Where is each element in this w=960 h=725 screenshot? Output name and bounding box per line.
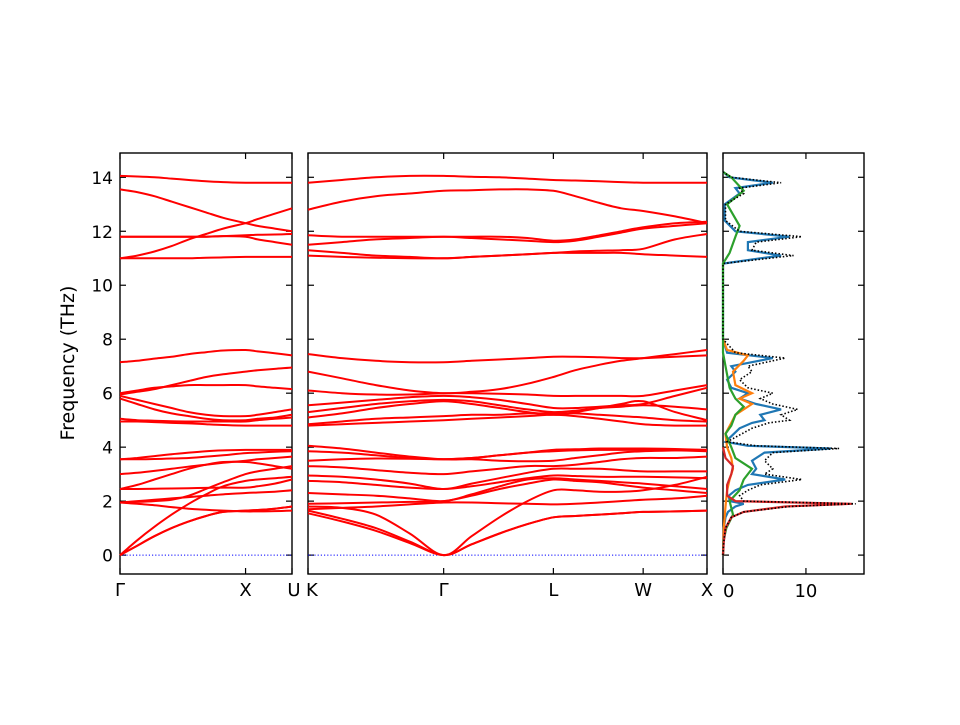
y-tick-label-8: 8 — [102, 331, 113, 351]
phonon-band-1-11 — [307, 444, 708, 463]
phonon-band-0-18 — [120, 255, 292, 260]
phonon-band-1-12 — [307, 413, 708, 427]
phonon-band-0-8 — [119, 455, 293, 476]
phonon-band-0-16 — [119, 366, 293, 396]
phonon-band-1-24 — [307, 188, 708, 225]
dos-x-tick-label-10: 10 — [794, 581, 817, 602]
panel-frame-2 — [722, 152, 865, 575]
phonon-band-0-6 — [120, 478, 293, 490]
phonon-band-0-9 — [119, 448, 292, 461]
x-tick-label-0-1: X — [239, 580, 251, 601]
phonon-band-1-14 — [307, 399, 708, 422]
y-tick-label-12: 12 — [91, 223, 113, 243]
y-tick-label-4: 4 — [102, 439, 113, 459]
phonon-band-1-21 — [307, 233, 708, 260]
phonon-band-1-5 — [307, 477, 708, 503]
phonon-band-0-3 — [119, 501, 293, 513]
phonon-band-1-18 — [307, 349, 708, 395]
phonon-band-0-0 — [119, 505, 293, 556]
band-structure-panel-left: 0 2 4 6 8 10 12 14 Γ X U — [91, 152, 301, 601]
phonon-band-0-5 — [119, 465, 293, 504]
phonon-band-1-8 — [307, 455, 708, 476]
y-tick-label-0: 0 — [102, 547, 113, 567]
dos-x-tick-label-0: 0 — [723, 581, 734, 602]
phonon-band-0-10 — [120, 450, 293, 461]
phonon-band-0-11 — [119, 420, 292, 427]
phonon-band-0-2 — [119, 475, 293, 556]
x-tick-label-1-3: W — [634, 580, 652, 601]
phonon-band-0-13 — [119, 397, 293, 422]
x-tick-label-1-1: Γ — [439, 580, 449, 601]
x-tick-label-1-2: L — [548, 580, 558, 601]
phonon-band-1-13 — [307, 412, 708, 426]
phonon-band-0-23 — [119, 174, 292, 184]
phonon-band-0-21 — [119, 235, 293, 246]
phonon-band-1-23 — [307, 220, 708, 242]
phonon-band-0-12 — [119, 416, 293, 423]
phonon-band-0-15 — [119, 384, 293, 395]
phonon-band-0-22 — [119, 188, 293, 233]
phonon-band-1-19 — [307, 353, 708, 364]
phonon-band-1-1 — [307, 509, 708, 557]
x-tick-label-1-0: K — [306, 580, 319, 601]
x-tick-label-0-0: Γ — [115, 580, 125, 601]
x-tick-label-0-2: U — [287, 580, 300, 601]
phonon-band-1-4 — [307, 478, 708, 505]
y-tick-label-6: 6 — [102, 385, 113, 405]
phonon-band-0-4 — [119, 489, 293, 504]
y-axis-label: Frequency (THz) — [57, 286, 79, 441]
phonon-band-0-17 — [119, 348, 293, 364]
y-tick-label-2: 2 — [102, 493, 113, 513]
phonon-band-1-0 — [307, 509, 708, 557]
phonon-band-0-14 — [119, 394, 293, 418]
phonon-band-1-3 — [307, 494, 708, 511]
phonon-band-1-16 — [307, 386, 708, 410]
panel-frame-1 — [307, 152, 708, 575]
x-tick-label-1-4: X — [701, 580, 713, 601]
y-tick-label-14: 14 — [91, 169, 113, 189]
phonon-band-1-10 — [307, 447, 708, 461]
phonon-band-1-7 — [307, 467, 707, 491]
phonon-band-0-1 — [119, 505, 293, 556]
phonon-band-1-17 — [307, 384, 708, 398]
panel-frame-0 — [119, 152, 293, 575]
phonon-band-0-19 — [119, 207, 293, 260]
y-tick-label-10: 10 — [91, 277, 113, 297]
phonon-band-1-6 — [307, 474, 708, 491]
dos-panel: 0 10 — [721, 152, 865, 602]
phonon-band-1-25 — [307, 174, 707, 184]
phonon-band-1-2 — [307, 475, 708, 557]
phonon-band-1-22 — [307, 222, 708, 246]
